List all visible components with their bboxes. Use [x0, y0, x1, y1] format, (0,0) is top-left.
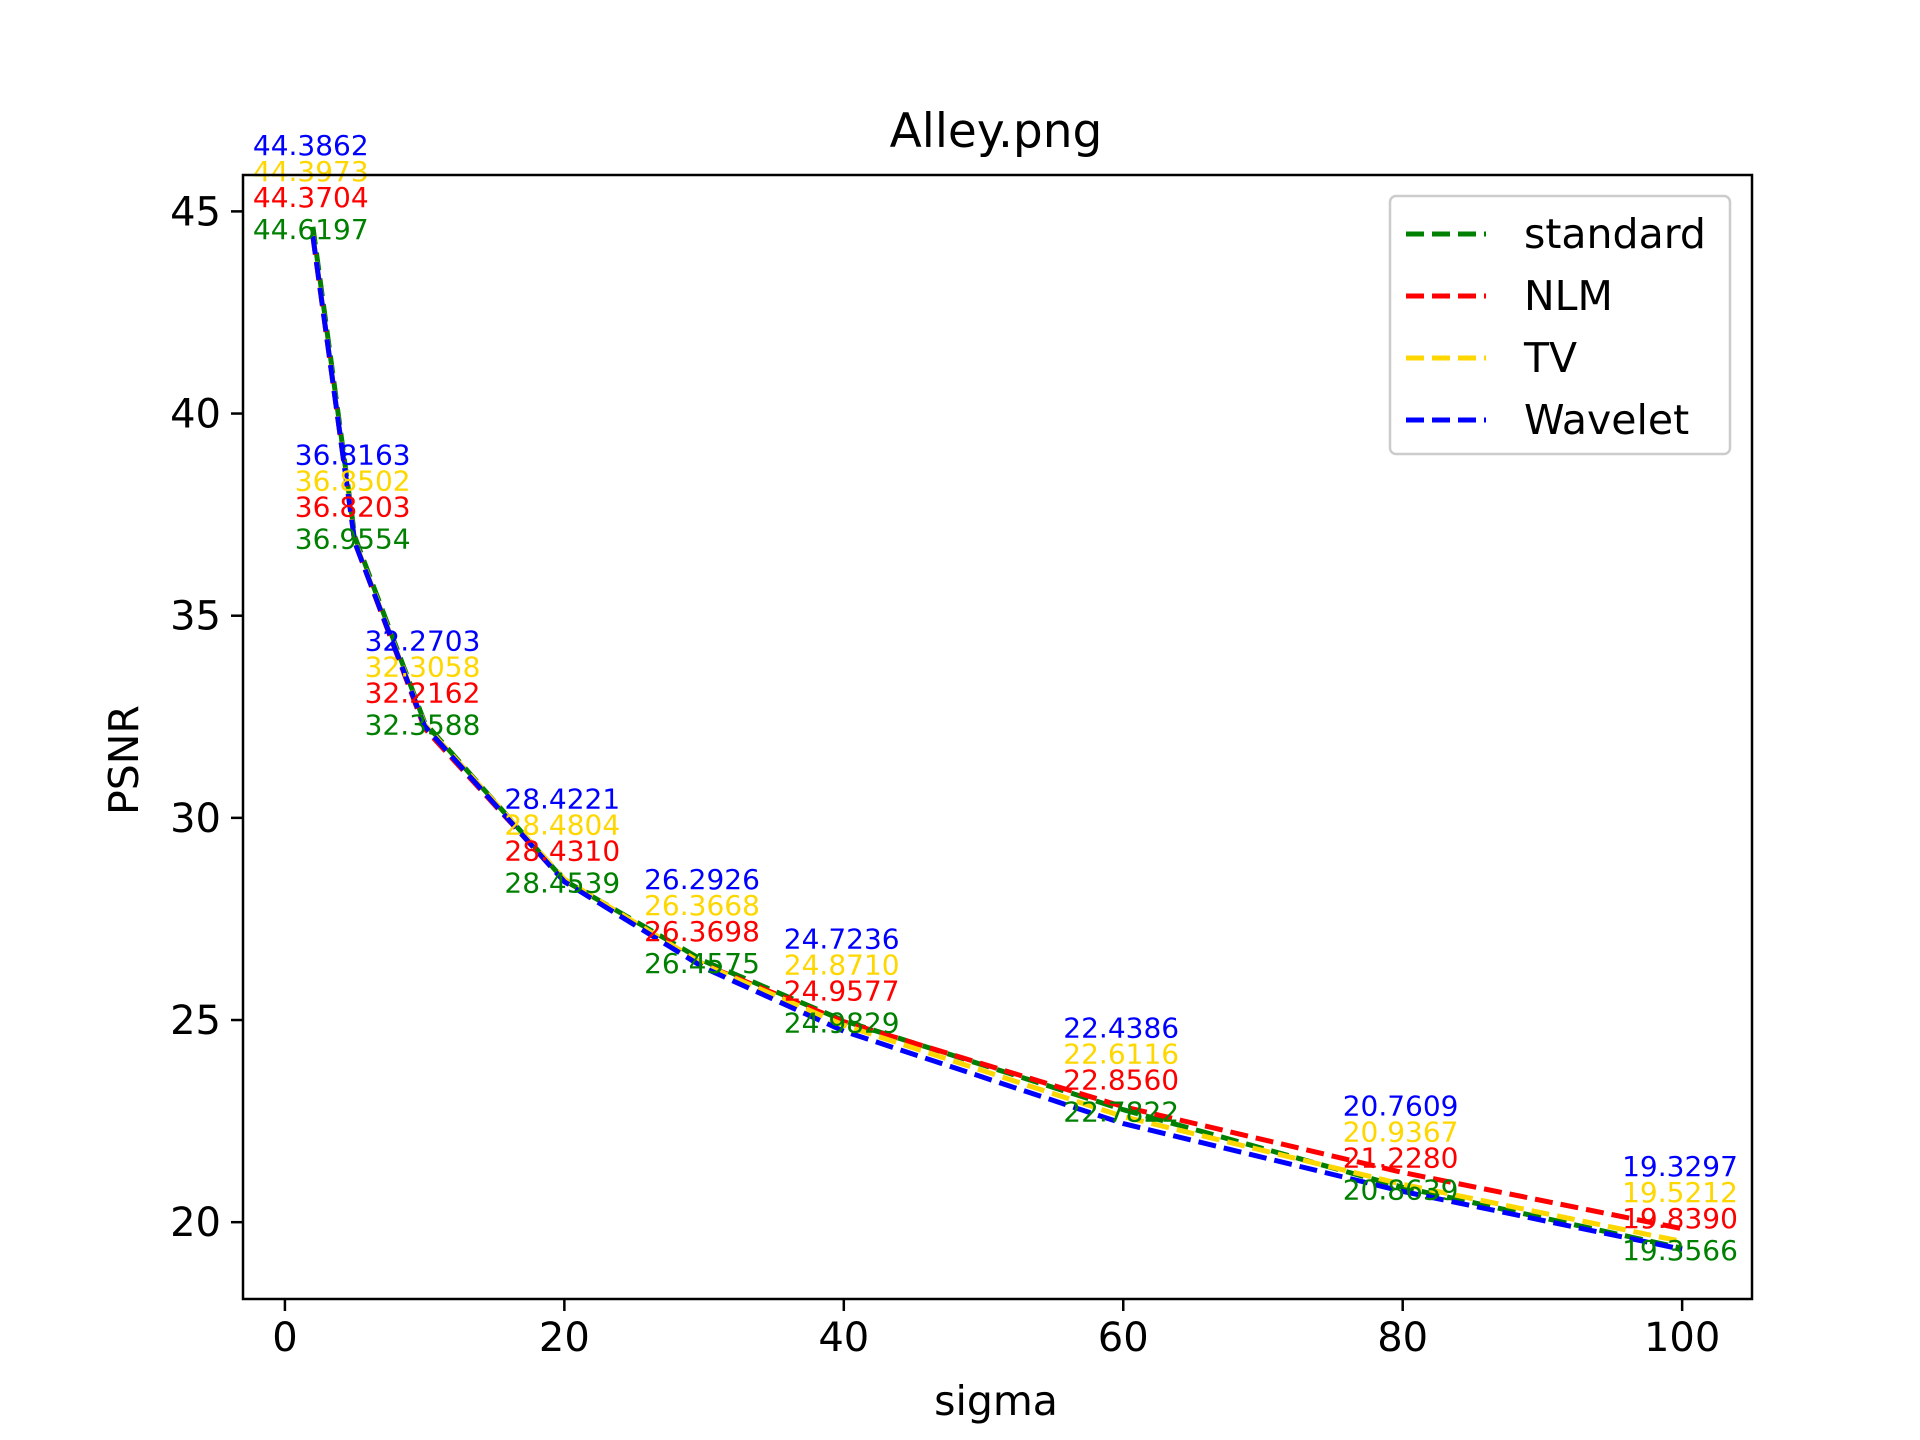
- y-axis-label: PSNR: [100, 705, 148, 815]
- data-label-nlm: 21.2280: [1343, 1141, 1459, 1174]
- data-label-wavelet: 28.4221: [504, 782, 620, 815]
- data-label-standard: 32.3588: [365, 709, 481, 742]
- x-tick-label: 80: [1377, 1315, 1428, 1361]
- data-label-tv: 20.9367: [1343, 1115, 1459, 1148]
- data-label-wavelet: 22.4386: [1063, 1012, 1179, 1045]
- data-label-standard: 24.9829: [784, 1007, 900, 1040]
- plot-area: 44.6197 36.9554 32.3588 28.4539 26.4575 24.98…: [170, 129, 1754, 1361]
- data-label-tv: 44.3973: [253, 155, 369, 188]
- data-label-tv: 36.8502: [295, 465, 411, 498]
- data-label-standard: 36.9554: [295, 523, 411, 556]
- data-label-nlm: 28.4310: [504, 834, 620, 867]
- data-label-tv: 32.3058: [365, 651, 481, 684]
- legend-label-wavelet: Wavelet: [1524, 396, 1689, 444]
- data-label-wavelet: 26.2926: [644, 863, 760, 896]
- legend: standard NLM TV Wavelet: [1388, 194, 1732, 456]
- data-label-wavelet: 20.7609: [1343, 1089, 1459, 1122]
- x-tick-label: 40: [818, 1315, 869, 1361]
- y-tick-label: 35: [170, 594, 221, 640]
- data-label-nlm: 44.3704: [253, 181, 369, 214]
- data-label-wavelet: 44.3862: [253, 129, 369, 162]
- data-label-nlm: 36.8203: [295, 491, 411, 524]
- x-tick-label: 60: [1098, 1315, 1149, 1361]
- data-label-nlm: 19.8390: [1622, 1202, 1738, 1235]
- data-label-nlm: 22.8560: [1063, 1064, 1179, 1097]
- legend-label-tv: TV: [1523, 334, 1577, 382]
- legend-label-standard: standard: [1524, 210, 1706, 258]
- data-label-standard: 26.4575: [644, 947, 760, 980]
- y-tick-label: 25: [170, 998, 221, 1044]
- data-label-nlm: 32.2162: [365, 677, 481, 710]
- data-label-tv: 22.6116: [1063, 1038, 1179, 1071]
- y-tick-label: 30: [170, 796, 221, 842]
- chart-title: Alley.png: [890, 104, 1103, 159]
- data-label-wavelet: 24.7236: [784, 923, 900, 956]
- y-tick-label: 20: [170, 1200, 221, 1246]
- x-tick-label: 20: [539, 1315, 590, 1361]
- data-label-nlm: 24.9577: [784, 975, 900, 1008]
- y-tick-label: 40: [170, 392, 221, 438]
- data-label-tv: 28.4804: [504, 808, 620, 841]
- data-label-wavelet: 19.3297: [1622, 1150, 1738, 1183]
- data-label-tv: 24.8710: [784, 949, 900, 982]
- x-axis-label: sigma: [934, 1377, 1058, 1425]
- data-label-wavelet: 32.2703: [365, 625, 481, 658]
- data-label-standard: 44.6197: [253, 213, 369, 246]
- data-label-tv: 19.5212: [1622, 1176, 1738, 1209]
- plot-frame: [241, 173, 1754, 1301]
- x-tick-label: 100: [1644, 1315, 1720, 1361]
- legend-label-nlm: NLM: [1524, 272, 1613, 320]
- data-label-wavelet: 36.8163: [295, 439, 411, 472]
- y-tick-label: 45: [170, 189, 221, 235]
- data-label-standard: 19.3566: [1622, 1234, 1738, 1267]
- data-label-standard: 20.8639: [1343, 1173, 1459, 1206]
- legend-box: [1388, 194, 1732, 456]
- data-label-standard: 22.7822: [1063, 1096, 1179, 1129]
- series-line-wavelet: [310, 235, 1683, 1252]
- data-label-tv: 26.3668: [644, 889, 760, 922]
- data-label-nlm: 26.3698: [644, 915, 760, 948]
- data-label-standard: 28.4539: [504, 866, 620, 899]
- x-tick-label: 0: [272, 1315, 297, 1361]
